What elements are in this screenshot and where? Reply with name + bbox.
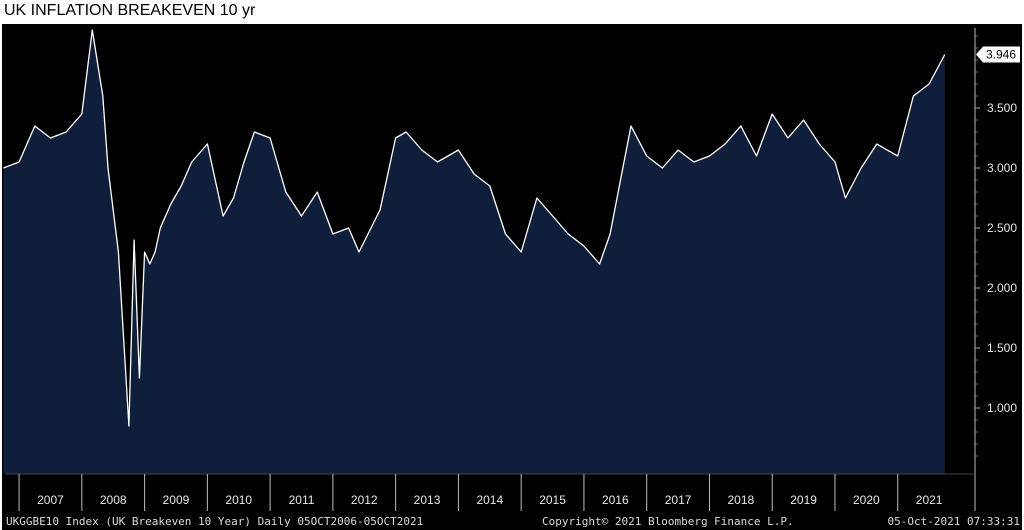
y-tick-label: 3.000 (987, 161, 1017, 175)
x-tick-label: 2014 (476, 493, 503, 507)
x-tick-label: 2011 (289, 493, 315, 507)
x-tick-label: 2017 (665, 493, 692, 507)
x-tick-label: 2018 (727, 493, 754, 507)
x-tick-label: 2012 (351, 493, 378, 507)
x-tick-label: 2020 (853, 493, 880, 507)
footer-bar: UKGGBE10 Index (UK Breakeven 10 Year) Da… (2, 513, 1022, 530)
footer-series-info: UKGGBE10 Index (UK Breakeven 10 Year) Da… (6, 515, 424, 528)
x-tick-label: 2016 (602, 493, 629, 507)
x-tick-label: 2009 (163, 493, 190, 507)
y-tick-label: 1.500 (987, 341, 1017, 355)
y-tick-label: 2.500 (987, 221, 1017, 235)
y-tick-label: 1.000 (987, 401, 1017, 415)
x-tick-label: 2007 (37, 493, 64, 507)
x-tick-label: 2019 (790, 493, 817, 507)
chart-title: UK INFLATION BREAKEVEN 10 yr (4, 2, 256, 19)
footer-copyright: Copyright© 2021 Bloomberg Finance L.P. (542, 515, 794, 528)
last-value-label: 3.946 (986, 47, 1016, 61)
x-tick-label: 2013 (414, 493, 441, 507)
footer-timestamp: 05-Oct-2021 07:33:31 (887, 515, 1020, 528)
chart-panel: 1.000 1.500 2.000 2.500 3.000 3.500 3.946 2007 2… (2, 24, 1022, 513)
chart-svg: 1.000 1.500 2.000 2.500 3.000 3.500 3.946 2007 2… (3, 28, 1020, 511)
x-tick-label: 2010 (225, 493, 252, 507)
y-tick-label: 2.000 (987, 281, 1017, 295)
x-tick-label: 2008 (100, 493, 127, 507)
y-tick-label: 3.500 (987, 101, 1017, 115)
x-tick-label: 2021 (916, 493, 943, 507)
last-value-box (976, 46, 1020, 63)
x-tick-label: 2015 (539, 493, 566, 507)
series-line (3, 29, 946, 427)
series-area (3, 30, 945, 474)
